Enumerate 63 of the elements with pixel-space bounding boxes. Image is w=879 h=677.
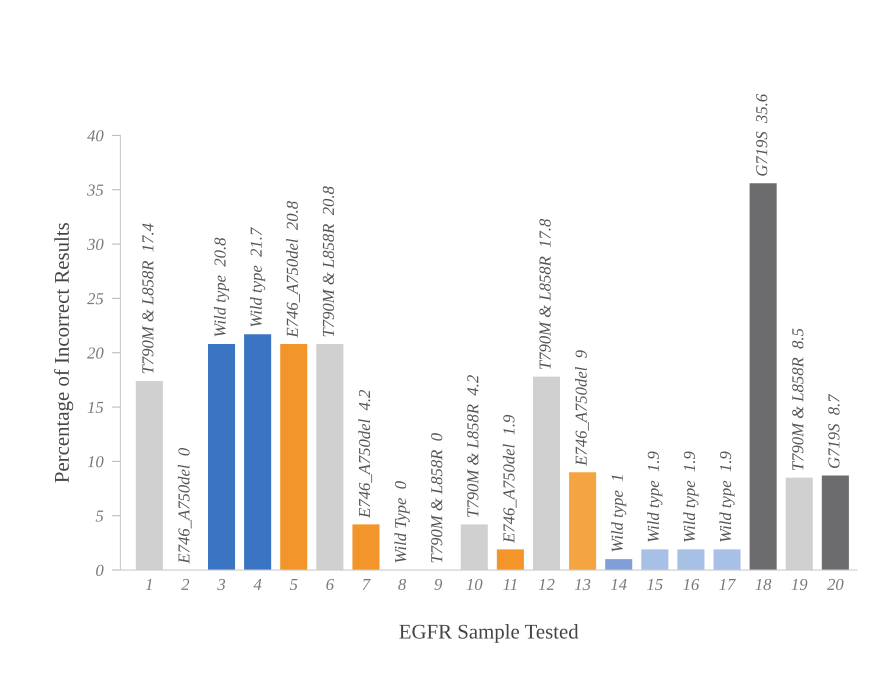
x-tick-label: 5 <box>290 579 298 590</box>
data-label: T790M & L858R 20.8 <box>322 186 334 336</box>
x-tick-label: 9 <box>434 578 442 590</box>
data-label: Wild type 1 <box>611 475 626 552</box>
data-label: T790M & L858R 0 <box>431 433 442 562</box>
y-axis-title: Percentage of Incorrect Results <box>54 223 74 483</box>
x-tick-label: 6 <box>326 578 334 590</box>
data-label: T790M & L858R 8.5 <box>792 328 804 470</box>
x-tick-label: 17 <box>719 578 736 590</box>
data-label: Wild type 1.9 <box>719 451 735 542</box>
x-tick-label: 11 <box>503 578 516 590</box>
data-label: Wild Type 0 <box>394 481 410 562</box>
bar <box>750 183 777 570</box>
data-label: G719S 35.6 <box>756 94 768 176</box>
data-label: E746_A750del 20.8 <box>286 201 300 338</box>
data-label: E746_A750del 1.9 <box>502 414 517 544</box>
y-tick-label: 25 <box>87 293 104 304</box>
data-label: Wild type 1.9 <box>683 451 699 542</box>
data-label: E746_A750del 4.2 <box>358 390 372 518</box>
x-tick-label: 19 <box>792 578 808 590</box>
x-tick-label: 12 <box>538 578 554 590</box>
y-tick-label: 5 <box>96 510 104 522</box>
x-tick-label: 4 <box>254 578 262 590</box>
bar <box>605 559 632 570</box>
y-tick-label: 10 <box>88 456 104 468</box>
bar <box>822 476 849 570</box>
x-tick-label: 10 <box>466 578 482 590</box>
x-tick-label: 13 <box>574 578 590 590</box>
data-label: T790M & L858R 4.2 <box>467 375 479 517</box>
bar <box>208 344 236 570</box>
data-label: T790M & L858R 17.8 <box>539 218 551 370</box>
bar <box>496 549 524 570</box>
bar <box>641 549 668 570</box>
bar <box>713 549 741 570</box>
data-label: Wild type 1.9 <box>647 451 662 542</box>
x-tick-label: 16 <box>683 578 700 590</box>
y-tick-label: 0 <box>96 564 104 576</box>
x-tick-label: 2 <box>181 578 190 590</box>
x-tick-label: 14 <box>610 578 627 590</box>
bar <box>280 344 308 570</box>
data-label: Wild type 20.8 <box>214 238 230 336</box>
data-label: T790M & L858R 17.4 <box>142 223 154 374</box>
y-tick-label: 30 <box>87 238 104 250</box>
data-label: Wild type 21.7 <box>250 227 266 327</box>
y-tick-label: 15 <box>88 402 104 413</box>
x-tick-label: 3 <box>217 578 226 590</box>
y-tick-label: 40 <box>87 130 104 142</box>
bar <box>352 524 380 570</box>
data-label: E746_A750del 0 <box>178 448 192 564</box>
bar <box>569 472 596 570</box>
x-tick-label: 7 <box>362 579 371 590</box>
y-tick-label: 20 <box>87 347 104 359</box>
x-tick-label: 18 <box>755 578 772 590</box>
bar <box>677 549 704 570</box>
data-label: G719S 8.7 <box>828 394 840 468</box>
y-tick-label: 35 <box>87 184 104 196</box>
x-tick-label: 20 <box>827 578 844 590</box>
data-label: E746_A750del 9 <box>575 350 589 466</box>
bar <box>244 334 272 570</box>
x-tick-label: 1 <box>146 578 152 590</box>
x-tick-label: 15 <box>647 578 663 590</box>
x-tick-label: 8 <box>398 578 406 590</box>
x-axis-title: EGFR Sample Tested <box>399 624 578 643</box>
